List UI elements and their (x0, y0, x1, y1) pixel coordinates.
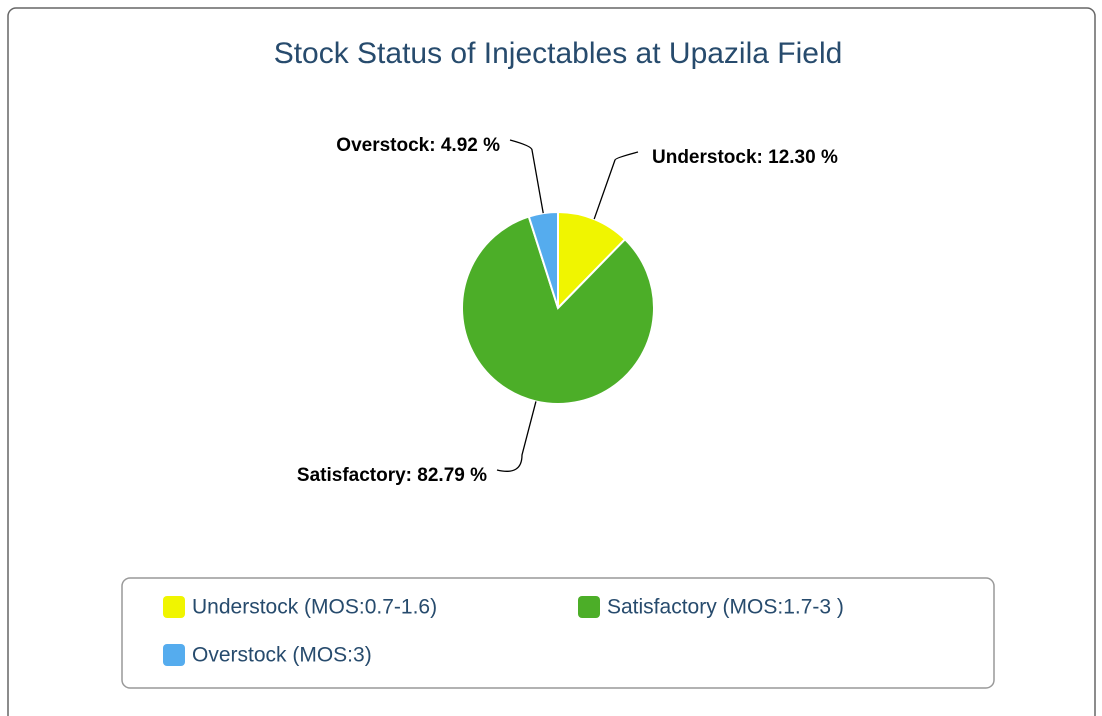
legend-label: Satisfactory (MOS:1.7-3 ) (607, 596, 844, 619)
data-label: Satisfactory: 82.79 % (297, 465, 487, 486)
data-label: Understock: 12.30 % (652, 147, 838, 168)
label-connector (509, 139, 544, 214)
chart-title: Stock Status of Injectables at Upazila F… (274, 37, 843, 70)
legend-label: Understock (MOS:0.7-1.6) (192, 596, 437, 619)
data-label: Overstock: 4.92 % (336, 135, 500, 156)
legend-box (121, 577, 995, 689)
label-connector (496, 401, 537, 472)
label-connector (593, 151, 639, 220)
legend-swatch (163, 596, 185, 618)
pie-slice (527, 210, 559, 309)
legend-label: Overstock (MOS:3) (192, 644, 372, 667)
legend-swatch (163, 644, 185, 666)
legend-swatch (578, 596, 600, 618)
